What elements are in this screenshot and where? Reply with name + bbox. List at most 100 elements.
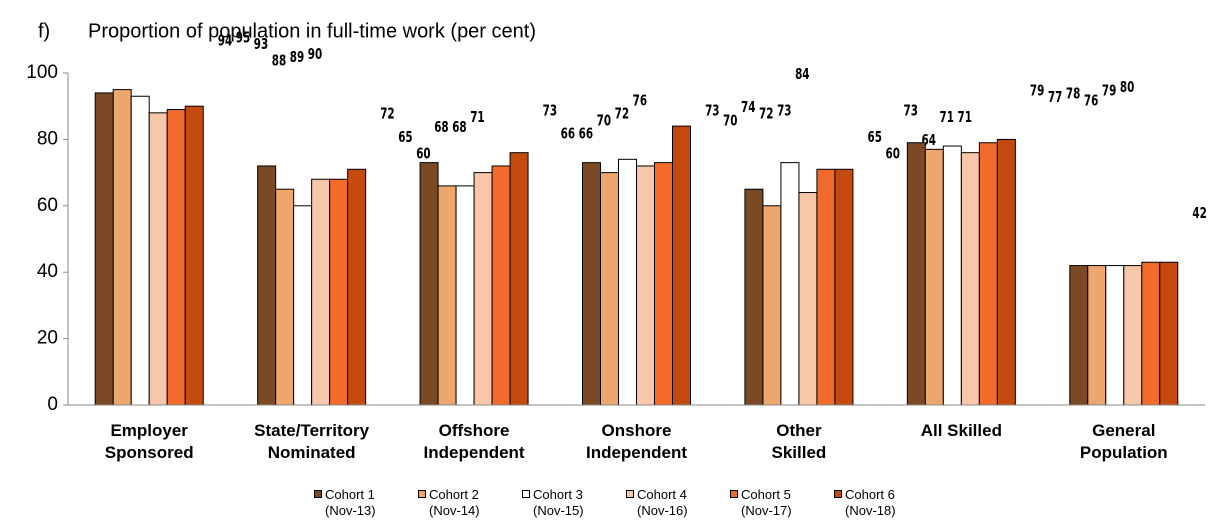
bar [654,162,673,406]
bar [293,205,313,406]
bar [166,109,186,406]
data-label: 73 [543,103,557,120]
bar [1123,265,1143,406]
data-label: 88 [272,53,286,70]
bar [600,172,619,406]
data-label: 77 [1048,89,1062,106]
bar [329,178,349,406]
data-label: 70 [723,113,737,130]
bar [509,152,529,406]
data-label: 65 [867,129,881,146]
y-tick-label: 100 [26,62,58,83]
data-label: 74 [741,99,755,116]
y-tick-label: 20 [37,328,58,349]
data-label: 73 [903,103,917,120]
bar [130,95,150,406]
legend-swatch [730,490,738,498]
data-label: 60 [416,146,430,163]
x-tick-label: Employer Sponsored [104,421,194,462]
data-label: 73 [705,103,719,120]
bar [1105,265,1125,406]
bar [672,125,691,406]
bar [148,112,168,406]
data-label: 89 [290,49,304,66]
data-label: 79 [1030,83,1044,100]
bar [1087,265,1107,406]
legend-swatch [314,490,322,498]
bar [834,168,854,406]
data-label: 79 [1102,83,1116,100]
legend-entry: Cohort 5 (Nov-17) [730,487,792,519]
bar [311,178,331,406]
bar [94,92,114,406]
panel-label: f) [38,20,50,42]
x-tick-label: State/Territory Nominated [254,421,370,462]
data-label: 71 [939,109,953,126]
data-label: 72 [759,106,773,123]
x-tick-label: All Skilled [920,421,1002,440]
bar [1069,265,1089,406]
bar [744,188,764,406]
data-label: 72 [615,106,629,123]
legend-swatch [834,490,842,498]
bar [275,188,295,406]
legend-swatch [626,490,634,498]
bar [924,148,944,406]
bar [491,165,511,406]
x-tick-label: General Population [1079,421,1168,462]
bar [816,168,836,406]
data-label: 76 [633,93,647,110]
data-label: 84 [795,66,809,83]
y-tick-label: 80 [37,128,58,149]
data-label: 70 [597,113,611,130]
legend-swatch [522,490,530,498]
data-label: 68 [434,119,448,136]
bar [996,138,1016,406]
data-label: 66 [579,126,593,143]
x-tick-label: Onshore Independent [585,421,688,462]
bar [347,168,367,406]
bar [1159,261,1179,406]
data-label: 72 [380,106,394,123]
y-tick-label: 60 [37,195,58,216]
bar [455,185,475,406]
bar [762,205,782,406]
legend-swatch [418,490,426,498]
bar [798,192,818,406]
y-tick-label: 0 [47,394,58,415]
legend-entry: Cohort 2 (Nov-14) [418,487,480,519]
chart-title: Proportion of population in full-time wo… [88,20,536,42]
bar [636,165,655,406]
data-label: 90 [308,46,322,63]
y-tick-label: 40 [37,261,58,282]
data-label: 66 [561,126,575,143]
bar [184,105,204,406]
data-label: 42 [1192,205,1206,222]
legend-entry: Cohort 6 (Nov-18) [834,487,896,519]
bar [618,158,637,406]
data-label: 93 [254,36,268,53]
legend-entry: Cohort 1 (Nov-13) [314,487,376,519]
legend-entry: Cohort 4 (Nov-16) [626,487,688,519]
data-label: 95 [236,30,250,47]
data-label: 94 [218,33,232,50]
bar [473,172,493,406]
bar [582,162,601,406]
bar [978,142,998,406]
bar [906,142,926,406]
bar [112,89,132,406]
bar [942,145,962,406]
x-tick-label: Offshore Independent [423,421,525,462]
data-label: 76 [1084,93,1098,110]
bar [419,162,439,406]
bar [960,152,980,406]
x-tick-label: Other Skilled [771,421,827,462]
bar [257,165,277,406]
data-label: 80 [1120,79,1134,96]
data-label: 68 [452,119,466,136]
data-label: 73 [777,103,791,120]
data-label: 60 [885,146,899,163]
bar [780,162,800,406]
